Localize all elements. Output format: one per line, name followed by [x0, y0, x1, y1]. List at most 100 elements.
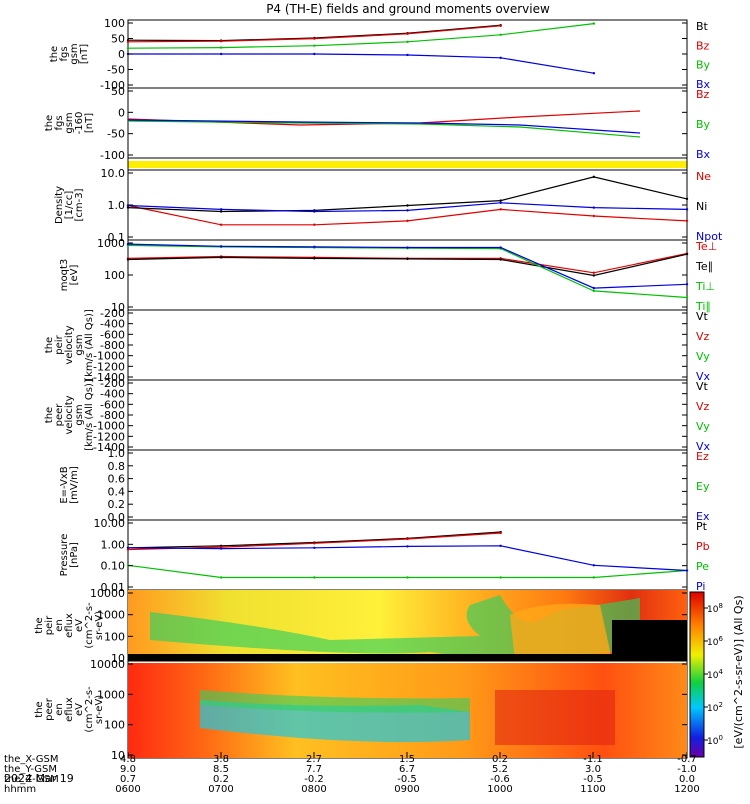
x-axis-ephemeris: the_X-GSM 4.8 3.8 2.7 1.5 0.2 -1.1 -0.7 the_Y-GS…: [4, 752, 700, 795]
data-point: [499, 201, 502, 204]
ephemeris-value: -0.2: [304, 774, 324, 785]
ytick-label: 100: [104, 719, 125, 732]
data-point: [219, 256, 223, 259]
ytick-label: 100: [104, 17, 125, 30]
ephemeris-value: 5.2: [492, 764, 508, 775]
ytick-label: -50: [107, 128, 125, 141]
colorbar-tick-label: 104: [707, 668, 723, 681]
colorbar-tick-label: 102: [707, 701, 723, 714]
ytick-label: -1400: [93, 371, 125, 384]
data-point: [219, 223, 223, 226]
peir-spectrogram-band-orange: [510, 603, 612, 660]
panel-efield: 1.00.80.60.40.20.0 E=-VxB [mV/m] Ez Ey Ex: [59, 447, 710, 524]
data-point: [406, 40, 409, 44]
data-point: [499, 531, 502, 535]
ytick-label: -1000: [93, 350, 125, 363]
ytick-label: 1000: [97, 237, 125, 250]
data-point: [313, 44, 316, 47]
peer-spectrogram-band-green: [200, 690, 470, 713]
line-series: [126, 22, 689, 579]
data-point: [685, 197, 689, 201]
ytick-label: 10000: [90, 587, 125, 600]
data-point: [406, 32, 409, 36]
data-point: [406, 545, 409, 548]
data-point: [313, 257, 316, 260]
ytick-label: -800: [100, 409, 125, 422]
ephemeris-value: -0.5: [583, 774, 603, 785]
ytick-label: 10000: [90, 658, 125, 671]
colorbar-tick-label: 100: [707, 734, 723, 747]
colorbar: 108 106 104 102 100 [eV/(cm^2-s-sr-eV)] (All…: [689, 591, 745, 758]
ephemeris-value: 0.2: [213, 774, 229, 785]
data-point: [219, 208, 223, 211]
data-point: [592, 22, 596, 25]
ytick-label: 1000: [97, 688, 125, 701]
panel-ylabel: [cm-3]: [74, 188, 85, 221]
legend-ez: Ez: [696, 450, 709, 463]
legend-vz: Vz: [696, 330, 710, 343]
data-point: [313, 542, 316, 545]
ytick-label: -600: [100, 398, 125, 411]
legend-vx: Vx: [696, 440, 711, 453]
legend-ti∥: Ti∥: [695, 300, 711, 313]
panel-density: 10.0 1.0 0.1 Density [1/cc] [cm-3] Ne Ni Npot: [54, 167, 723, 244]
colorbar-tick-label: 106: [707, 635, 723, 648]
ytick-label: 10.0: [101, 167, 126, 180]
data-point: [313, 576, 316, 579]
data-point: [592, 72, 596, 75]
ephemeris-row-label: the_Z-GSM: [4, 774, 59, 785]
data-point: [592, 289, 596, 293]
data-point: [126, 206, 130, 209]
date-label: 2024 Mar 19: [4, 772, 74, 785]
panel-ylabel: velocity: [64, 395, 75, 434]
data-point: [685, 283, 689, 286]
data-point: [406, 257, 409, 261]
ephemeris-value: 1.5: [399, 754, 415, 765]
ytick-label: 100: [104, 630, 125, 643]
data-point: [592, 274, 596, 277]
panel-ylabel: gsm: [74, 404, 85, 425]
panel-fgs-gsm: 100 50 0 -50 -100 the fgs gsm [nT] Bt Bz By Bx: [49, 17, 711, 92]
ephemeris-value: 9.0: [120, 764, 136, 775]
ytick-label: 0.0: [108, 511, 126, 524]
panel-ylabel: fgs: [54, 115, 65, 130]
series-by: [127, 120, 641, 138]
ephemeris-value: 8.5: [213, 764, 229, 775]
ytick-label: -1200: [93, 360, 125, 373]
panel-temperature: 1000 100 10 moqt3 [eV] Te⊥ Te∥ Ti⊥ Ti∥: [59, 237, 717, 314]
panel-ylabel: [km/s (All Qs)]: [84, 379, 95, 451]
ytick-label: 1.0: [108, 447, 126, 460]
panel-ylabel: peer: [44, 697, 55, 721]
ephemeris-row-label: the_Y-GSM: [4, 764, 57, 775]
ephemeris-row-label: the_X-GSM: [4, 754, 58, 765]
legend-ex: Ex: [696, 510, 710, 523]
panel-ylabel: Pressure: [59, 534, 70, 577]
panel-ylabel: peer: [54, 403, 65, 427]
chart-fgs-dsl: [127, 110, 641, 138]
colorbar-label: [eV/(cm^2-s-sr-eV)] (All Qs): [732, 595, 745, 748]
panel-ylabel: [1/cc]: [64, 191, 75, 220]
data-point: [499, 576, 502, 579]
ephemeris-value: 7.7: [306, 764, 322, 775]
series-bx: [127, 119, 641, 134]
ytick-label: -200: [100, 307, 125, 320]
ytick-label: -600: [100, 328, 125, 341]
data-point: [126, 546, 130, 550]
chart-0: [126, 22, 596, 75]
ytick-label: 0: [118, 48, 125, 61]
ephemeris-value: 6.7: [399, 764, 415, 775]
panel-ylabel: [nT]: [79, 44, 90, 64]
data-point: [499, 33, 502, 36]
data-point: [685, 208, 689, 211]
ephemeris-value: -1.0: [677, 764, 697, 775]
data-point: [219, 40, 223, 43]
data-point: [219, 52, 223, 56]
ytick-label: 10.00: [94, 517, 126, 530]
panel-frame: [127, 379, 688, 451]
ephemeris-value: 3.8: [213, 754, 229, 765]
legend-bz: Bz: [696, 39, 710, 52]
legend-pb: Pb: [696, 540, 710, 553]
data-point: [406, 209, 409, 212]
ytick-label: 10: [111, 652, 125, 665]
